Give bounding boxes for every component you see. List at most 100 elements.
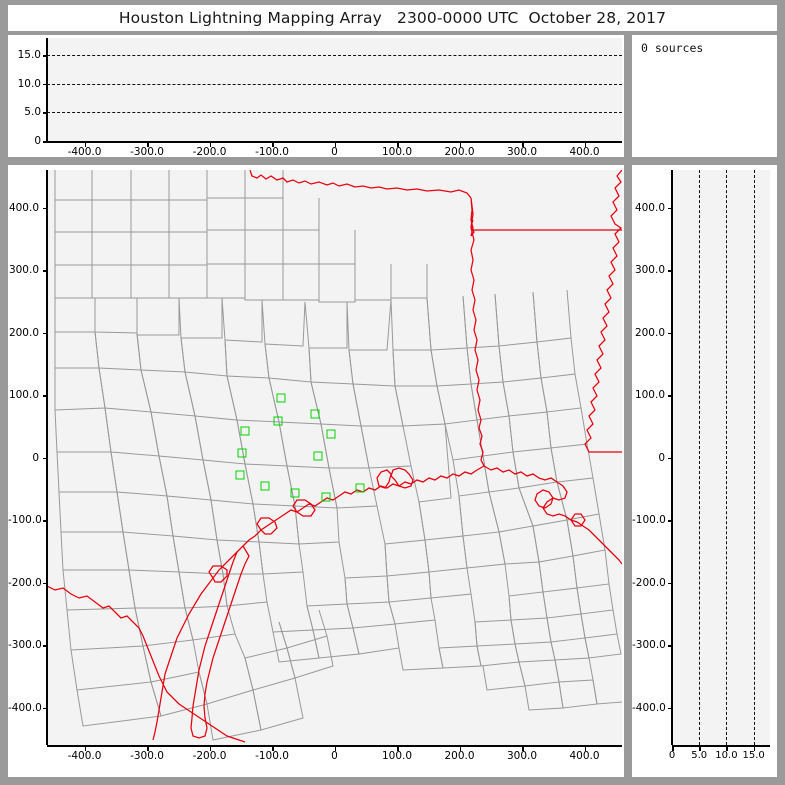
y-tick-mark bbox=[43, 207, 48, 209]
x-tick-label: 5.0 bbox=[691, 750, 708, 761]
y-tick-label: 0 bbox=[32, 451, 39, 464]
y-tick-mark bbox=[43, 332, 48, 334]
y-axis-line bbox=[46, 38, 48, 141]
x-tick-mark bbox=[147, 746, 149, 751]
x-axis-line bbox=[47, 141, 622, 143]
y-tick-label: 400.0 bbox=[8, 201, 39, 214]
x-tick-label: 100.0 bbox=[381, 146, 413, 158]
y-tick-label: 15.0 bbox=[17, 49, 41, 62]
gridline-horizontal bbox=[47, 83, 622, 85]
x-tick-mark bbox=[209, 142, 211, 147]
top-altitude-plot-area[interactable] bbox=[47, 38, 622, 141]
y-tick-mark bbox=[668, 270, 673, 272]
y-tick-label: 300.0 bbox=[8, 264, 39, 276]
x-tick-label: 200.0 bbox=[444, 750, 475, 762]
y-tick-mark bbox=[668, 207, 673, 209]
y-tick-label: 100.0 bbox=[634, 389, 665, 401]
x-tick-mark bbox=[334, 142, 336, 147]
lma-station-marker bbox=[240, 426, 250, 436]
state-and-coast-borders bbox=[47, 170, 622, 743]
lma-station-marker bbox=[290, 488, 299, 497]
y-tick-mark bbox=[668, 645, 673, 647]
x-tick-label: -400.0 bbox=[67, 750, 102, 762]
y-tick-label: 100.0 bbox=[8, 389, 39, 401]
x-tick-label: 300.0 bbox=[506, 750, 538, 762]
y-tick-label: -300.0 bbox=[632, 639, 666, 651]
gridline-horizontal bbox=[47, 55, 622, 57]
lma-station-marker bbox=[260, 481, 269, 491]
right-altitude-plot-area[interactable] bbox=[672, 170, 770, 745]
x-axis-line bbox=[47, 745, 622, 747]
lma-station-marker bbox=[276, 393, 286, 402]
y-tick-mark bbox=[43, 55, 48, 57]
y-tick-mark bbox=[43, 520, 48, 522]
y-tick-mark bbox=[668, 520, 673, 522]
x-tick-mark bbox=[459, 142, 461, 147]
x-tick-label: 10.0 bbox=[715, 750, 738, 761]
x-tick-label: -400.0 bbox=[67, 146, 102, 158]
map-geography bbox=[47, 170, 622, 743]
sources-count-panel: 0 sources bbox=[632, 35, 777, 157]
x-tick-label: 400.0 bbox=[569, 146, 600, 158]
map-panel[interactable]: -400.0 -300.0 -200.0 -100.0 0 100.0 200.0 300.0… bbox=[8, 165, 624, 777]
right-altitude-panel[interactable]: -400.0 -300.0 -200.0 -100.0 0 100.0 200.0 300.0… bbox=[632, 165, 777, 777]
county-borders bbox=[54, 170, 622, 741]
top-altitude-panel[interactable]: 0 5.0 10.0 15.0 -400.0 -300.0 -200.0 -100.0 0 100… bbox=[8, 35, 624, 158]
x-tick-mark bbox=[147, 142, 149, 147]
x-tick-mark bbox=[397, 142, 399, 147]
x-tick-mark bbox=[397, 746, 399, 751]
lma-station-marker bbox=[237, 448, 247, 458]
lma-station-marker bbox=[326, 429, 336, 439]
x-tick-mark bbox=[459, 746, 461, 751]
x-tick-label: -200.0 bbox=[192, 146, 227, 158]
y-tick-label: 200.0 bbox=[634, 326, 665, 339]
lma-station-marker bbox=[321, 492, 331, 502]
x-axis-line bbox=[672, 745, 770, 747]
y-tick-mark bbox=[43, 645, 48, 647]
x-tick-label: 0 bbox=[668, 750, 676, 761]
lma-station-marker bbox=[310, 409, 319, 419]
lma-station-marker bbox=[235, 470, 244, 480]
x-tick-label: -100.0 bbox=[255, 750, 289, 762]
x-tick-mark bbox=[672, 746, 674, 751]
x-tick-mark bbox=[726, 746, 728, 751]
x-tick-mark bbox=[209, 746, 211, 751]
x-tick-label: 400.0 bbox=[569, 750, 600, 762]
x-tick-mark bbox=[334, 746, 336, 751]
x-tick-label: 15.0 bbox=[742, 750, 765, 761]
x-tick-label: -200.0 bbox=[192, 750, 227, 762]
map-plot-area[interactable] bbox=[47, 170, 622, 745]
y-tick-mark bbox=[43, 112, 48, 114]
y-tick-mark bbox=[668, 582, 673, 584]
x-tick-label: -300.0 bbox=[130, 750, 164, 762]
y-tick-label: 0 bbox=[658, 451, 665, 464]
y-tick-label: 200.0 bbox=[8, 326, 39, 339]
y-tick-label: 5.0 bbox=[24, 106, 41, 119]
y-tick-mark bbox=[43, 395, 48, 397]
lma-station-marker bbox=[355, 483, 365, 492]
y-tick-label: -200.0 bbox=[632, 576, 666, 589]
y-tick-mark bbox=[43, 270, 48, 272]
y-tick-mark bbox=[43, 707, 48, 709]
y-tick-label: -100.0 bbox=[632, 514, 666, 526]
x-tick-mark bbox=[753, 746, 756, 751]
x-tick-mark bbox=[522, 142, 524, 147]
x-tick-mark bbox=[84, 142, 86, 147]
x-tick-mark bbox=[699, 746, 701, 751]
gridline-vertical bbox=[726, 170, 728, 745]
y-tick-mark bbox=[668, 395, 673, 397]
x-tick-label: -100.0 bbox=[255, 146, 289, 158]
x-tick-mark bbox=[584, 142, 586, 147]
x-tick-label: -300.0 bbox=[130, 146, 164, 158]
lma-station-marker bbox=[273, 416, 283, 426]
x-tick-label: 300.0 bbox=[506, 146, 538, 158]
y-tick-label: -400.0 bbox=[632, 701, 666, 714]
x-tick-label: 100.0 bbox=[381, 750, 413, 762]
page-title: Houston Lightning Mapping Array 2300-000… bbox=[118, 9, 667, 27]
gridline-vertical bbox=[753, 170, 755, 745]
x-tick-mark bbox=[84, 746, 86, 751]
y-tick-label: -200.0 bbox=[8, 576, 42, 589]
y-tick-mark bbox=[43, 582, 48, 584]
y-tick-mark bbox=[668, 707, 673, 709]
